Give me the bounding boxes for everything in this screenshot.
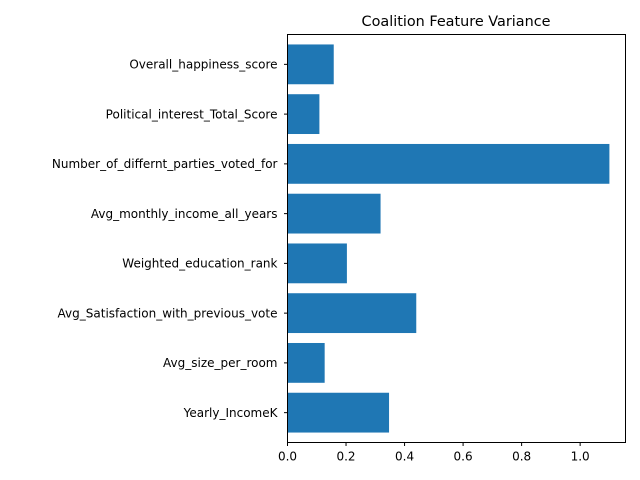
bar-6 xyxy=(287,342,325,383)
y-tick-label-6: Avg_size_per_room xyxy=(163,356,277,370)
bar-5 xyxy=(287,293,417,334)
y-tick-label-7: Yearly_IncomeK xyxy=(183,406,279,420)
bar-7 xyxy=(287,392,390,433)
y-tick-label-1: Political_interest_Total_Score xyxy=(106,107,278,121)
axes-frame xyxy=(287,34,626,443)
x-tick-label-0: 0.0 xyxy=(278,450,297,464)
y-tick-label-3: Avg_monthly_income_all_years xyxy=(91,207,278,221)
y-tick-label-5: Avg_Satisfaction_with_previous_vote xyxy=(58,306,278,320)
y-tick-label-4: Weighted_education_rank xyxy=(122,257,277,271)
x-tick-label-5: 1.0 xyxy=(571,450,590,464)
y-axis-ticks: Overall_happiness_score Political_interes… xyxy=(52,58,288,420)
bar-0 xyxy=(287,44,334,85)
y-tick-label-2: Number_of_differnt_parties_voted_for xyxy=(52,157,278,171)
x-tick-label-3: 0.6 xyxy=(454,450,473,464)
bar-3 xyxy=(287,193,381,234)
x-tick-label-2: 0.4 xyxy=(395,450,414,464)
x-axis-ticks: 0.0 0.2 0.4 0.6 0.8 1.0 xyxy=(278,442,590,464)
chart-title: Coalition Feature Variance xyxy=(362,14,551,30)
bar-4 xyxy=(287,243,347,284)
x-tick-label-1: 0.2 xyxy=(336,450,355,464)
bar-1 xyxy=(287,94,320,135)
y-tick-label-0: Overall_happiness_score xyxy=(129,58,277,72)
x-tick-label-4: 0.8 xyxy=(512,450,531,464)
bars-group xyxy=(287,44,610,433)
bar-2 xyxy=(287,143,610,184)
